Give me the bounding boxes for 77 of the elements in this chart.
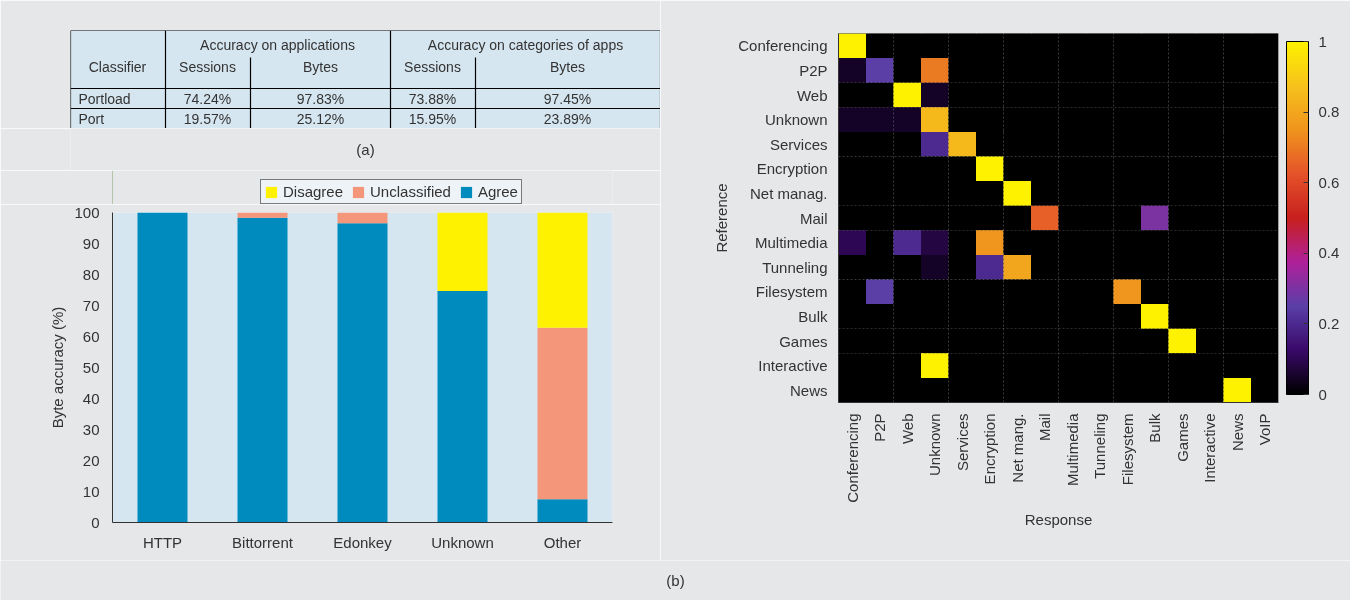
legend-label: Unclassified: [370, 183, 451, 200]
y-tick-label: 70: [82, 296, 100, 314]
x-tick-label: VoIP: [1256, 413, 1274, 446]
x-tick-label: Mail: [1036, 413, 1054, 441]
x-tick-label: Unknown: [431, 533, 494, 551]
x-tick-label: Web: [898, 413, 916, 445]
y-tick-label: P2P: [799, 61, 828, 79]
text: 97.45%: [543, 90, 592, 107]
y-tick-label: Web: [796, 86, 828, 104]
color-bar-label: 0.6: [1318, 173, 1340, 191]
y-tick-label: 30: [82, 420, 100, 438]
x-tick-label: Games: [1173, 413, 1191, 462]
y-tick-label: 50: [82, 358, 100, 376]
y-tick-label: Mail: [800, 209, 828, 227]
text: Bytes: [549, 58, 586, 75]
text: Accuracy on applications: [200, 36, 355, 53]
text: (a): [356, 141, 375, 158]
y-tick-label: Tunneling: [762, 258, 828, 276]
text: Portload: [78, 90, 131, 107]
text: Sessions: [179, 58, 236, 75]
y-tick-label: Encryption: [756, 160, 828, 178]
x-tick-label: Interactive: [1201, 413, 1219, 483]
y-tick-label: 100: [74, 203, 100, 221]
text: Sessions: [404, 58, 461, 75]
y-tick-label: Unknown: [764, 111, 828, 129]
y-tick-label: 80: [82, 265, 100, 283]
y-tick-label: Multimedia: [754, 234, 829, 252]
x-tick-label: P2P: [871, 413, 889, 442]
x-tick-label: Tunneling: [1091, 413, 1109, 479]
x-tick-label: HTTP: [142, 533, 183, 551]
y-axis-title: Reference: [713, 183, 731, 253]
x-axis-title: Response: [1024, 510, 1093, 528]
x-tick-label: Filesystem: [1118, 413, 1136, 486]
text: 73.88%: [408, 90, 457, 107]
x-tick-label: Unknown: [926, 413, 944, 477]
y-tick-label: Services: [769, 135, 828, 153]
y-tick-label: News: [789, 381, 828, 399]
y-tick-label: 20: [82, 451, 100, 469]
x-tick-label: News: [1228, 413, 1246, 452]
x-tick-label: Other: [543, 533, 582, 551]
text: Port: [78, 110, 105, 127]
text: 74.24%: [183, 90, 232, 107]
y-tick-label: 10: [82, 482, 100, 500]
y-tick-label: 60: [82, 327, 100, 345]
y-tick-label: Games: [779, 332, 828, 350]
y-tick-label: 40: [82, 389, 100, 407]
y-tick-label: 0: [91, 513, 100, 531]
y-tick-label: Filesystem: [755, 283, 828, 301]
x-tick-label: Bulk: [1146, 413, 1164, 443]
color-bar-label: 0.4: [1318, 244, 1340, 262]
color-bar-label: 0: [1318, 385, 1327, 403]
x-tick-label: Bittorrent: [232, 533, 294, 551]
text: Bytes: [302, 58, 339, 75]
x-tick-label: Edonkey: [333, 533, 393, 551]
x-tick-label: Services: [953, 413, 971, 472]
legend-label: Disagree: [283, 183, 344, 200]
y-tick-label: Bulk: [798, 307, 828, 325]
x-tick-label: Encryption: [981, 413, 999, 485]
color-bar-label: 0.8: [1318, 103, 1340, 121]
color-bar-label: 1: [1318, 32, 1327, 50]
y-tick-label: 90: [82, 234, 100, 252]
text: 15.95%: [408, 110, 457, 127]
legend-label: Agree: [477, 183, 518, 200]
color-bar-label: 0.2: [1318, 314, 1340, 332]
text: (b): [666, 572, 685, 589]
text: 23.89%: [543, 110, 592, 127]
text: 19.57%: [183, 110, 232, 127]
text: Classifier: [88, 58, 147, 75]
text: Accuracy on categories of apps: [427, 36, 624, 53]
y-axis-title: Byte accuracy (%): [49, 306, 67, 429]
text: 97.83%: [296, 90, 345, 107]
x-tick-label: Multimedia: [1063, 412, 1081, 487]
y-tick-label: Net manag.: [749, 184, 828, 202]
y-tick-label: Interactive: [758, 357, 828, 375]
text: 25.12%: [296, 110, 345, 127]
y-tick-label: Conferencing: [738, 37, 828, 55]
x-tick-label: Net mang.: [1008, 413, 1026, 483]
